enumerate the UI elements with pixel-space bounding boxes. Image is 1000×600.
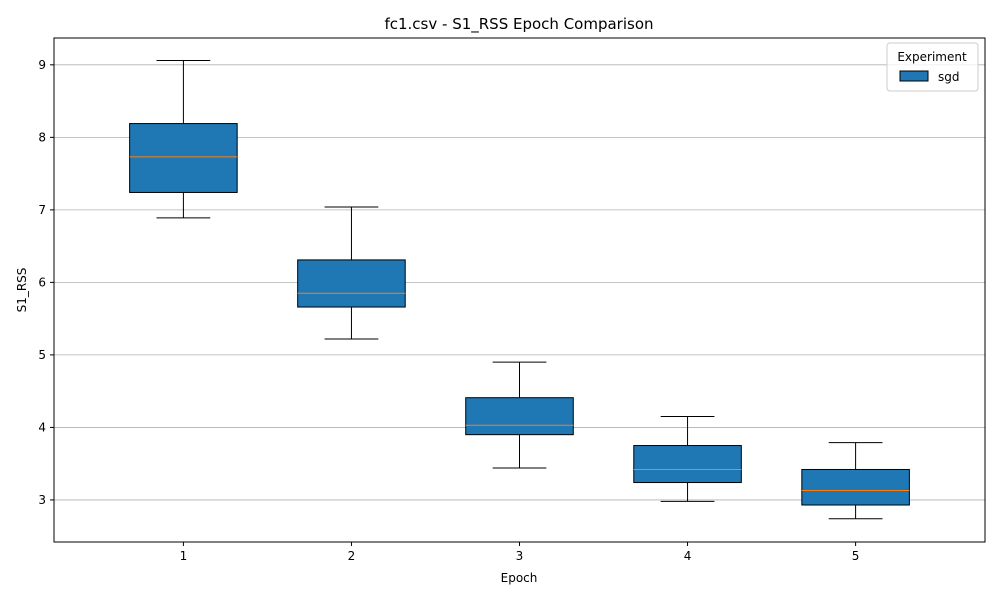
y-axis: 3 4 5 6 7 8 9 <box>38 58 54 507</box>
box-group <box>129 59 910 520</box>
box-epoch-1 <box>129 59 238 219</box>
x-tick-label: 5 <box>852 549 860 563</box>
iqr-box <box>465 397 574 436</box>
y-tick-label: 5 <box>38 348 46 362</box>
legend-title: Experiment <box>897 50 967 64</box>
x-tick-label: 4 <box>684 549 692 563</box>
x-tick-label: 3 <box>516 549 524 563</box>
iqr-box <box>801 468 910 506</box>
y-tick-label: 7 <box>38 203 46 217</box>
x-tick-label: 1 <box>180 549 188 563</box>
y-tick-label: 8 <box>38 130 46 144</box>
box-epoch-4 <box>633 416 742 502</box>
iqr-box <box>297 259 406 308</box>
box-epoch-3 <box>465 361 574 469</box>
iqr-box <box>129 123 238 193</box>
box-epoch-2 <box>297 206 406 340</box>
legend-label-sgd: sgd <box>938 70 960 84</box>
chart-title: fc1.csv - S1_RSS Epoch Comparison <box>384 15 653 34</box>
y-tick-label: 3 <box>38 493 46 507</box>
x-tick-label: 2 <box>348 549 356 563</box>
y-tick-label: 6 <box>38 275 46 289</box>
x-axis-label: Epoch <box>501 571 538 585</box>
y-tick-label: 4 <box>38 420 46 434</box>
legend: Experiment sgd <box>886 42 979 92</box>
box-epoch-5 <box>801 442 910 520</box>
x-axis: 1 2 3 4 5 <box>180 542 860 563</box>
y-tick-label: 9 <box>38 58 46 72</box>
iqr-box <box>633 445 742 484</box>
legend-swatch-sgd <box>899 70 929 82</box>
y-axis-label: S1_RSS <box>15 268 29 313</box>
